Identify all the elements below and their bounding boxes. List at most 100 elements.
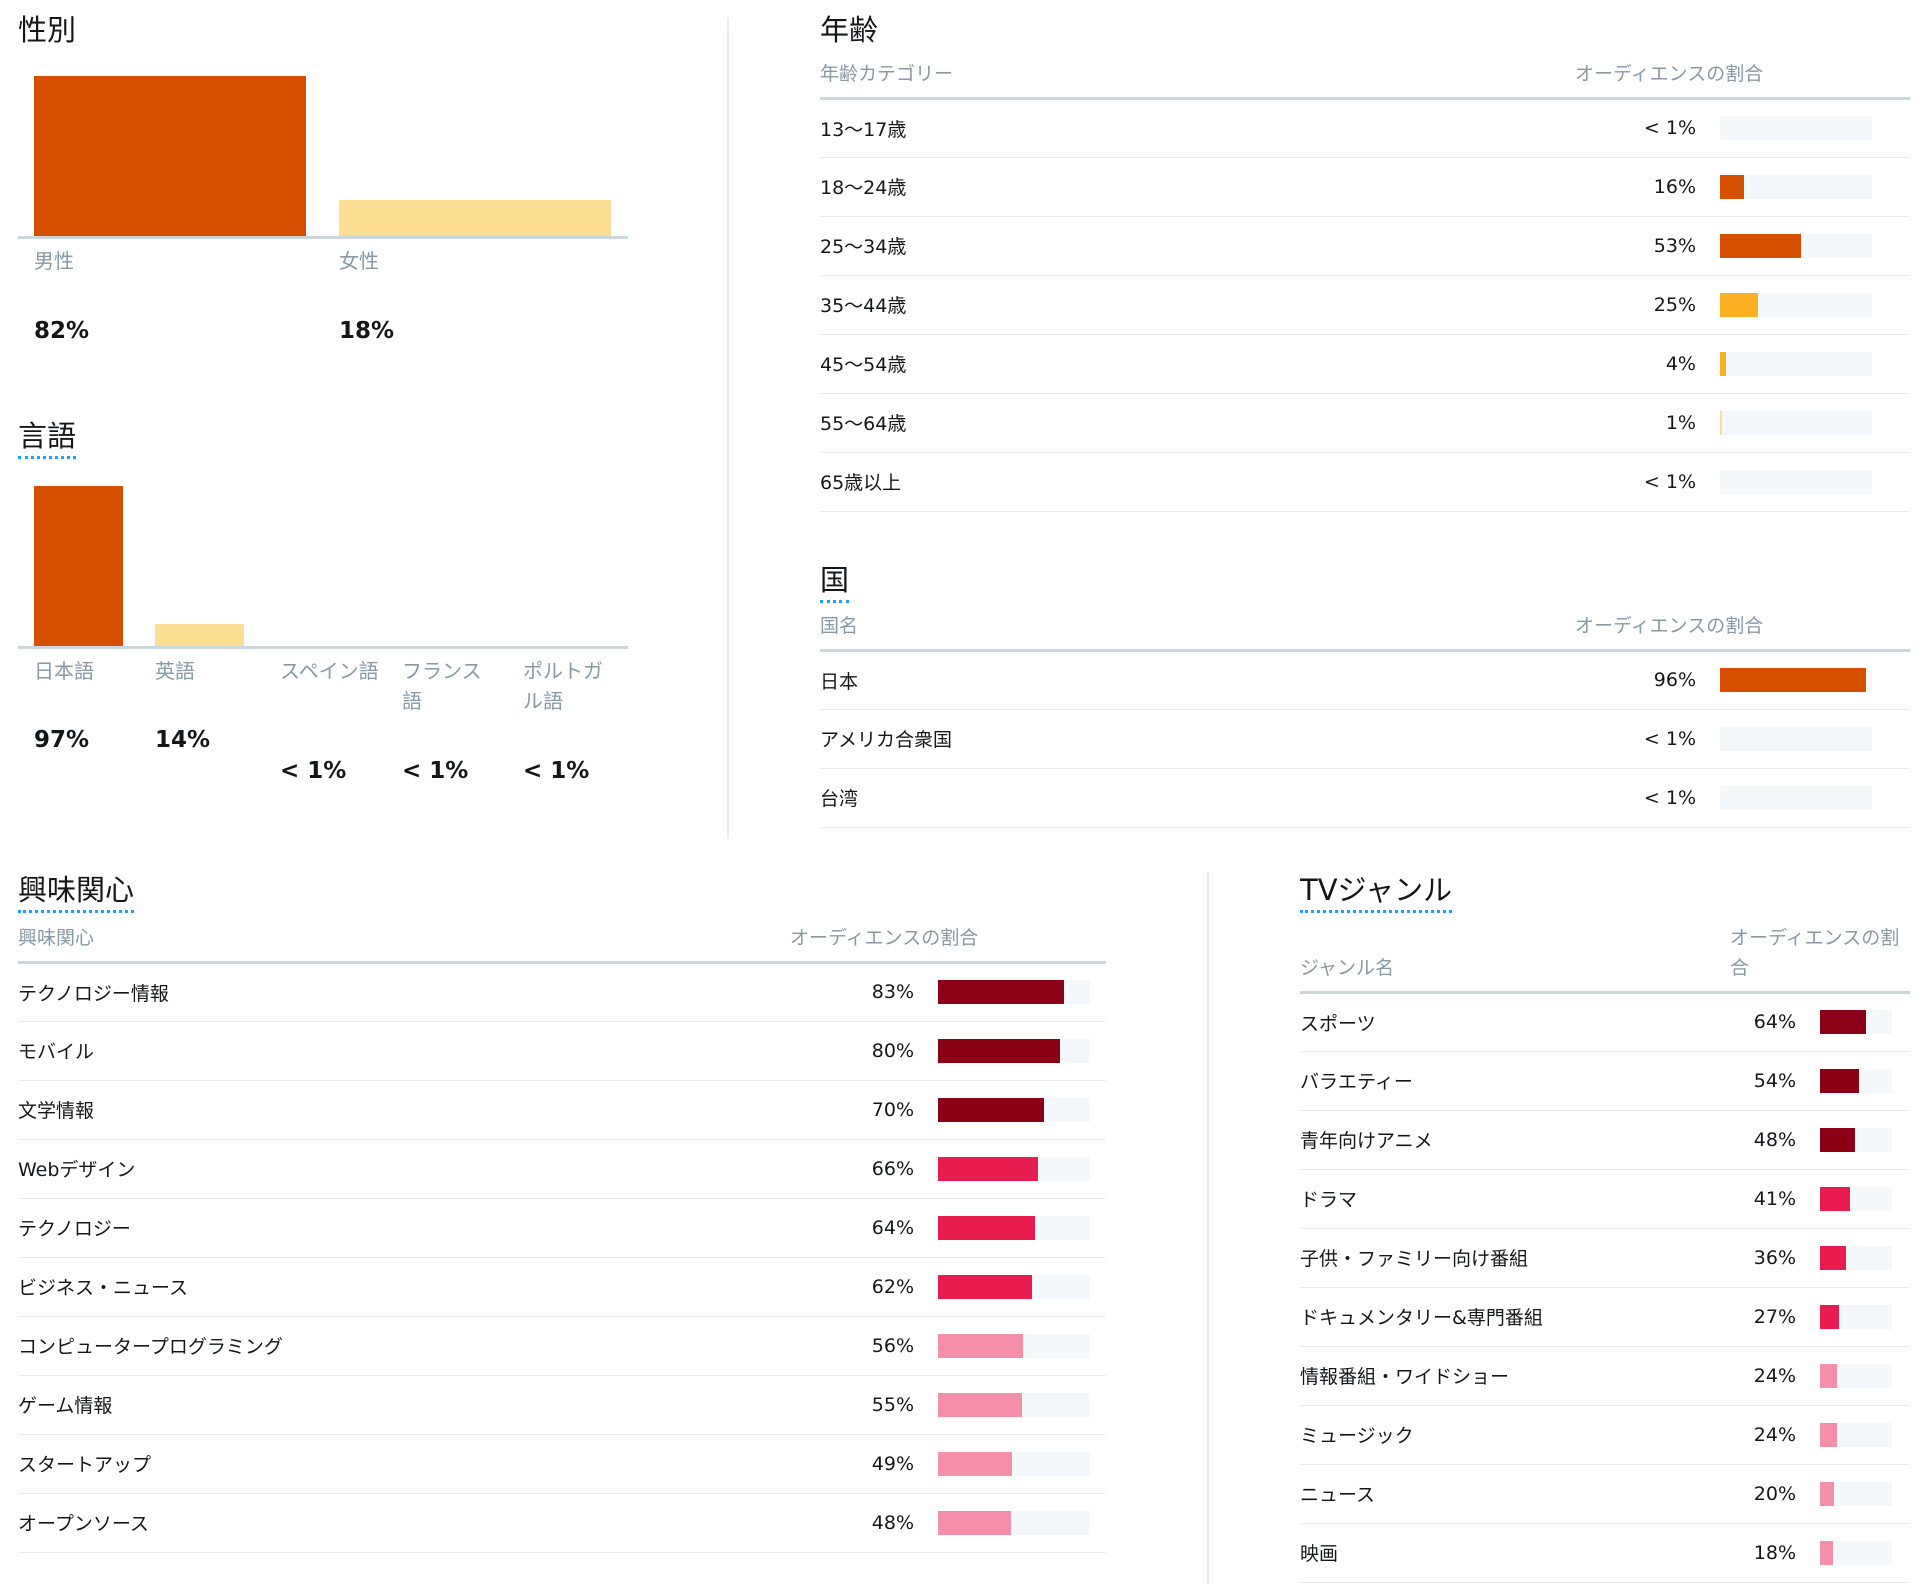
tv-genre-row-label: バラエティー (1300, 1051, 1730, 1111)
interest-row-bar-track (938, 1215, 1090, 1240)
language-title[interactable]: 言語 (18, 418, 77, 460)
gender-bar-male (34, 76, 306, 236)
country-row-bar-cell (1720, 768, 1911, 828)
age-row-value: 25% (1500, 275, 1720, 335)
age-title: 年齢 (820, 13, 879, 47)
tv-genre-row-value: 24% (1730, 1405, 1820, 1465)
tv-genre-row-value: 48% (1730, 1110, 1820, 1170)
age-row-label: 18〜24歳 (820, 157, 1500, 217)
tv-genre-row-value: 20% (1730, 1464, 1820, 1524)
age-row-bar (1720, 410, 1722, 435)
age-row-value: 4% (1500, 334, 1720, 394)
age-row-label: 35〜44歳 (820, 275, 1500, 335)
language-value-japanese: 97% (34, 727, 90, 753)
age-row-bar-cell (1720, 157, 1911, 217)
interest-row-label: Webデザイン (18, 1139, 718, 1199)
age-row: 13〜17歳 < 1% (820, 98, 1911, 158)
interest-row-value: 64% (718, 1198, 938, 1258)
interest-row-label: モバイル (18, 1021, 718, 1081)
tv-genre-row-bar-track (1820, 1068, 1892, 1093)
tv-genre-row-label: 子供・ファミリー向け番組 (1300, 1228, 1730, 1288)
tv-genre-row-value: 54% (1730, 1051, 1820, 1111)
interest-row-value: 66% (718, 1139, 938, 1199)
age-row-label: 13〜17歳 (820, 98, 1500, 158)
tv-genre-row-label: 青年向けアニメ (1300, 1110, 1730, 1170)
interest-row-bar-cell (938, 962, 1107, 1022)
country-table-header: 国名 オーディエンスの割合 (820, 598, 1911, 652)
age-row-bar-track (1720, 116, 1872, 140)
interest-row: スタートアップ 49% (18, 1434, 1107, 1494)
tv-genre-row-bar-track (1820, 1540, 1892, 1565)
age-row-bar-cell (1720, 393, 1911, 453)
country-table: 国名 オーディエンスの割合 日本 96% アメリカ合衆国 < 1% 台湾 < 1% (820, 598, 1911, 828)
age-row-bar-track (1720, 351, 1872, 376)
tv-genre-row-value: 24% (1730, 1346, 1820, 1406)
country-row-value: < 1% (1500, 709, 1720, 769)
country-col-category: 国名 (820, 598, 1500, 652)
language-value-spanish: < 1% (280, 758, 347, 784)
interests-title[interactable]: 興味関心 (18, 872, 135, 914)
country-row-bar-cell (1720, 650, 1911, 710)
interest-row-value: 55% (718, 1375, 938, 1435)
interest-row-bar-cell (938, 1434, 1107, 1494)
interest-row-bar-cell (938, 1493, 1107, 1553)
interest-row-bar-cell (938, 1198, 1107, 1258)
age-table-header: 年齢カテゴリー オーディエンスの割合 (820, 46, 1911, 100)
interests-col-share: オーディエンスの割合 (718, 910, 1107, 964)
age-table: 年齢カテゴリー オーディエンスの割合 13〜17歳 < 1% 18〜24歳 16% 25… (820, 46, 1911, 512)
interest-row-label: 文学情報 (18, 1080, 718, 1140)
interest-row-label: ビジネス・ニュース (18, 1257, 718, 1317)
tv-genre-table-header: ジャンル名 オーディエンスの割合 (1300, 910, 1911, 994)
interest-row-bar-track (938, 1097, 1090, 1122)
interest-row: オープンソース 48% (18, 1493, 1107, 1553)
tv-genre-row-bar (1820, 1127, 1855, 1152)
interest-row: モバイル 80% (18, 1021, 1107, 1081)
interest-row-label: テクノロジー情報 (18, 962, 718, 1022)
tv-genre-row: 映画 18% (1300, 1523, 1911, 1583)
tv-genre-row-label: 情報番組・ワイドショー (1300, 1346, 1730, 1406)
interest-row-bar-cell (938, 1139, 1107, 1199)
age-row-label: 25〜34歳 (820, 216, 1500, 276)
interest-row-bar-track (938, 1392, 1090, 1417)
tv-genre-row-bar-track (1820, 1363, 1892, 1388)
tv-genre-row-bar-track (1820, 1245, 1892, 1270)
interest-row-bar (938, 1510, 1011, 1535)
interest-row-bar (938, 1215, 1035, 1240)
interest-row-bar-track (938, 980, 1090, 1004)
interest-row-value: 49% (718, 1434, 938, 1494)
interest-row-value: 56% (718, 1316, 938, 1376)
interest-row-bar-track (938, 1038, 1090, 1063)
language-baseline (18, 646, 628, 649)
tv-genre-row-bar-track (1820, 1422, 1892, 1447)
tv-genre-title[interactable]: TVジャンル (1300, 872, 1453, 914)
tv-genre-row-label: ドラマ (1300, 1169, 1730, 1229)
tv-genre-row-label: ニュース (1300, 1464, 1730, 1524)
age-row: 35〜44歳 25% (820, 275, 1911, 335)
gender-value-female: 18% (339, 318, 395, 344)
age-row-bar-track (1720, 292, 1872, 317)
age-row-bar-cell (1720, 334, 1911, 394)
age-row-bar-track (1720, 174, 1872, 199)
interest-row-bar-track (938, 1274, 1090, 1299)
tv-genre-row-value: 41% (1730, 1169, 1820, 1229)
age-row-bar (1720, 174, 1744, 199)
interest-row: Webデザイン 66% (18, 1139, 1107, 1199)
language-label-portuguese: ポルトガル語 (523, 659, 603, 713)
age-row-label: 45〜54歳 (820, 334, 1500, 394)
tv-genre-row-bar-cell (1820, 1464, 1911, 1524)
gender-value-male: 82% (34, 318, 90, 344)
interest-row-bar-cell (938, 1257, 1107, 1317)
age-row-bar (1720, 233, 1801, 258)
tv-genre-col-share: オーディエンスの割合 (1730, 910, 1911, 994)
interests-table: 興味関心 オーディエンスの割合 テクノロジー情報 83% モバイル 80% 文学情報 70… (18, 910, 1107, 1553)
tv-genre-row-bar-track (1820, 1186, 1892, 1211)
country-row-value: < 1% (1500, 768, 1720, 828)
tv-genre-row: ニュース 20% (1300, 1464, 1911, 1524)
interest-row-bar (938, 1333, 1023, 1358)
tv-genre-row-bar-cell (1820, 1110, 1911, 1170)
tv-genre-row-bar-cell (1820, 1346, 1911, 1406)
language-bar-english (155, 624, 244, 646)
tv-genre-row-bar-track (1820, 1127, 1892, 1152)
age-row-label: 55〜64歳 (820, 393, 1500, 453)
interests-col-category: 興味関心 (18, 910, 718, 964)
